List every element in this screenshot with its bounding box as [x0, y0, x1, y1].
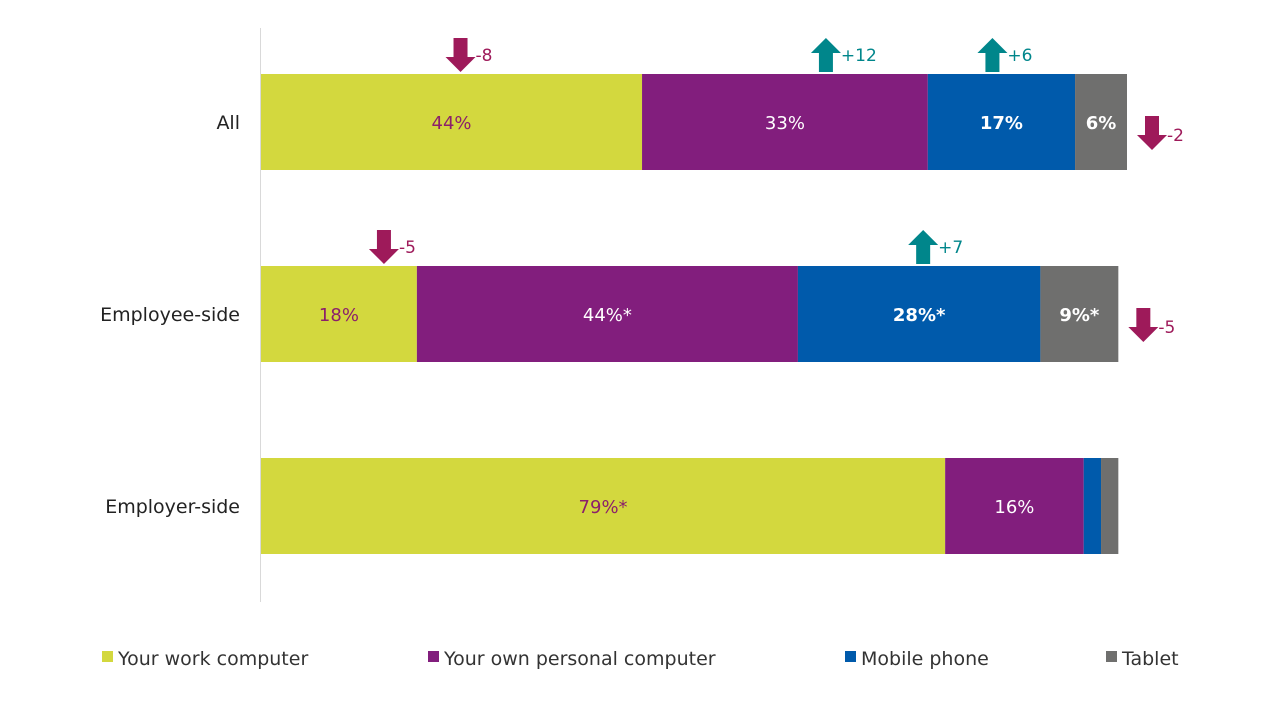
- arrow-up-icon: [908, 230, 939, 264]
- bar-segment: [1075, 74, 1127, 170]
- legend-item: Your work computer: [102, 648, 308, 670]
- legend-item: Tablet: [1106, 648, 1179, 670]
- arrow-down-icon: [1128, 308, 1159, 342]
- change-label: -8: [476, 46, 493, 66]
- data-label: 44%*: [583, 305, 632, 326]
- arrow-down-icon: [445, 38, 476, 72]
- arrow-down-icon: [1137, 116, 1167, 150]
- data-label: 44%: [432, 113, 472, 134]
- data-label: 16%: [994, 497, 1034, 518]
- legend-swatch: [1106, 651, 1117, 662]
- data-label: 9%*: [1059, 305, 1100, 326]
- data-label: 17%: [980, 113, 1023, 134]
- bar-segment: [261, 74, 643, 170]
- data-label: 18%: [319, 305, 359, 326]
- bar-segment: [416, 266, 798, 362]
- arrow-up-icon: [977, 38, 1008, 72]
- bar-segment: [1083, 458, 1102, 554]
- change-label: +6: [1007, 46, 1032, 66]
- legend-label: Your work computer: [117, 648, 308, 670]
- data-label: 28%*: [893, 305, 946, 326]
- legend-label: Mobile phone: [861, 648, 989, 670]
- change-label: +7: [938, 238, 963, 258]
- change-label: -2: [1167, 126, 1184, 146]
- category-label: Employee-side: [100, 304, 240, 326]
- arrow-down-icon: [368, 230, 399, 264]
- bar-segment: [261, 266, 417, 362]
- bar-segment: [642, 74, 928, 170]
- legend-item: Mobile phone: [845, 648, 989, 670]
- change-label: -5: [399, 238, 416, 258]
- bar-segment: [1040, 266, 1119, 362]
- data-label: 33%: [765, 113, 805, 134]
- bar-segment: [1101, 458, 1119, 554]
- legend-label: Your own personal computer: [443, 648, 716, 670]
- legend-label: Tablet: [1121, 648, 1179, 670]
- category-label: All: [216, 112, 240, 134]
- legend-swatch: [102, 651, 113, 662]
- legend-swatch: [845, 651, 856, 662]
- legend-swatch: [428, 651, 439, 662]
- data-label: 79%*: [579, 497, 628, 518]
- legend-item: Your own personal computer: [428, 648, 716, 670]
- change-label: -5: [1158, 318, 1175, 338]
- data-label: 6%: [1086, 113, 1117, 134]
- category-label: Employer-side: [105, 496, 240, 518]
- bar-segment: [927, 74, 1076, 170]
- arrow-up-icon: [810, 38, 841, 72]
- bar-segment: [945, 458, 1084, 554]
- bar-segment: [261, 458, 946, 554]
- bar-segment: [797, 266, 1041, 362]
- change-label: +12: [841, 46, 877, 66]
